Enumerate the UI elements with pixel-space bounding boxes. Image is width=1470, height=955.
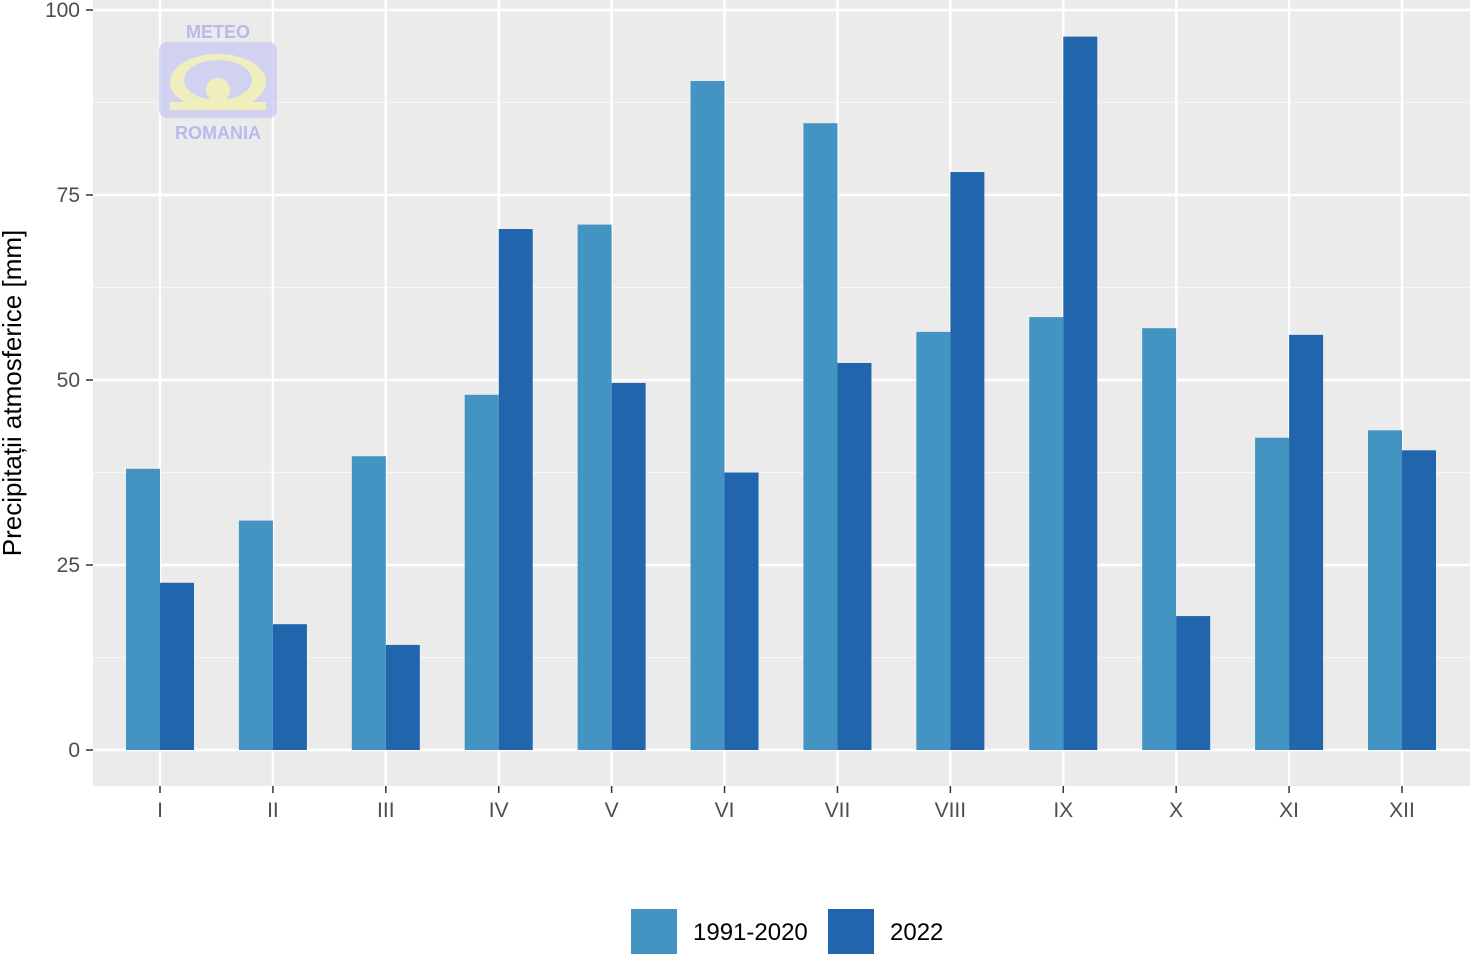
bar-1991-2020-IV: [464, 394, 499, 750]
bar-1991-2020-VI: [690, 81, 725, 751]
x-tick-label: V: [605, 799, 619, 822]
bar-2022-V: [611, 382, 646, 750]
bar-1991-2020-III: [351, 456, 386, 750]
legend: 1991-2020 2022: [631, 909, 943, 954]
bar-2022-IV: [498, 229, 533, 751]
bar-2022-II: [272, 624, 307, 750]
logo-bottom-text: ROMANIA: [175, 123, 261, 143]
bar-1991-2020-IX: [1029, 317, 1064, 750]
y-tick-label: 75: [57, 184, 80, 207]
y-tick-label: 50: [57, 369, 80, 392]
bar-2022-VIII: [950, 172, 985, 750]
bar-1991-2020-VII: [803, 123, 838, 751]
x-tick-label: VII: [825, 799, 851, 822]
x-axis: I II III IV V VI VII VIII IX X XI XII: [157, 786, 1415, 822]
bar-2022-I: [160, 582, 194, 750]
legend-label-1991-2020: 1991-2020: [693, 919, 808, 946]
legend-label-2022: 2022: [890, 919, 943, 946]
x-tick-label: IX: [1053, 799, 1073, 822]
bar-2022-III: [385, 644, 420, 750]
x-tick-label: VIII: [935, 799, 967, 822]
y-tick-label: 100: [45, 0, 80, 22]
bar-2022-XII: [1402, 450, 1436, 750]
y-axis-title: Precipitații atmosferice [mm]: [0, 230, 27, 557]
bar-1991-2020-VIII: [916, 331, 951, 750]
bar-2022-X: [1176, 616, 1211, 750]
bar-1991-2020-XII: [1368, 430, 1402, 750]
meteo-romania-logo: METEO ROMANIA: [159, 22, 277, 143]
minor-gridlines: [93, 101, 1470, 659]
bar-1991-2020-V: [577, 224, 612, 751]
bar-2022-VII: [837, 362, 872, 750]
y-axis: 0 25 50 75 100: [45, 0, 93, 762]
x-tick-label: III: [377, 799, 395, 822]
bar-1991-2020-I: [126, 468, 160, 750]
bar-1991-2020-XI: [1255, 437, 1290, 750]
x-tick-label: XI: [1279, 799, 1299, 822]
x-tick-label: II: [267, 799, 279, 822]
bar-1991-2020-II: [238, 520, 273, 750]
x-tick-label: VI: [715, 799, 735, 822]
x-tick-label: X: [1169, 799, 1183, 822]
y-tick-label: 0: [68, 739, 80, 762]
bar-1991-2020-X: [1142, 328, 1177, 750]
legend-key-2022: [828, 909, 874, 954]
bar-2022-IX: [1063, 36, 1098, 750]
x-tick-label: XII: [1389, 799, 1415, 822]
legend-key-1991-2020: [631, 909, 677, 954]
bar-2022-XI: [1289, 334, 1324, 750]
y-tick-label: 25: [57, 554, 80, 577]
plot-panel: [93, 0, 1470, 786]
bar-2022-VI: [724, 472, 759, 750]
logo-top-text: METEO: [186, 22, 250, 42]
bars: [126, 36, 1436, 751]
x-tick-label: IV: [489, 799, 509, 822]
x-tick-label: I: [157, 799, 163, 822]
